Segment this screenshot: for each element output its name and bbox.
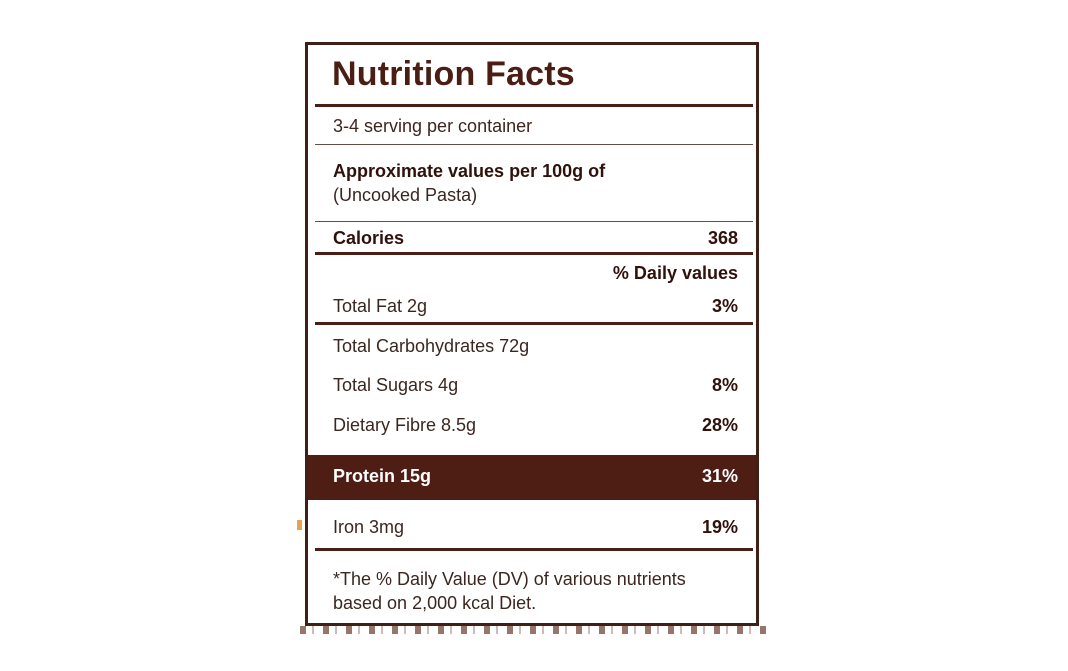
approx-subheading: (Uncooked Pasta) [333, 185, 478, 205]
nutrient-row-label: Total Carbohydrates 72g [333, 336, 530, 356]
protein-value: 31% [701, 466, 738, 486]
daily-values-header: % Daily values [612, 263, 738, 283]
calories-value: 368 [707, 228, 738, 248]
footnote-line-1: *The % Daily Value (DV) of various nutri… [333, 569, 686, 589]
nutrient-row-value: 28% [701, 415, 738, 435]
edge-mark [297, 520, 302, 530]
nutrient-row-label: Total Sugars 4g [333, 375, 459, 395]
nutrient-row-label: Total Fat 2g [333, 296, 428, 316]
footnote-line-2: based on 2,000 kcal Diet. [333, 593, 537, 613]
divider [315, 548, 753, 551]
divider [315, 104, 753, 107]
nutrition-facts-label: Nutrition Facts 3-4 serving per containe… [305, 42, 759, 626]
nutrient-row-value: 8% [711, 375, 738, 395]
calories-label: Calories [333, 228, 405, 248]
approx-heading: Approximate values per 100g of [333, 161, 606, 181]
divider [315, 221, 753, 222]
torn-edge-strip [300, 626, 766, 634]
iron-label: Iron 3mg [333, 517, 405, 537]
label-title: Nutrition Facts [332, 55, 575, 93]
nutrient-row-label: Dietary Fibre 8.5g [333, 415, 477, 435]
protein-label: Protein 15g [333, 466, 432, 486]
servings-text: 3-4 serving per container [333, 116, 533, 136]
divider [315, 322, 753, 325]
protein-highlight-band: Protein 15g 31% [308, 455, 756, 500]
iron-value: 19% [701, 517, 738, 537]
divider [315, 144, 753, 145]
nutrient-row-value: 3% [711, 296, 738, 316]
divider [315, 252, 753, 255]
